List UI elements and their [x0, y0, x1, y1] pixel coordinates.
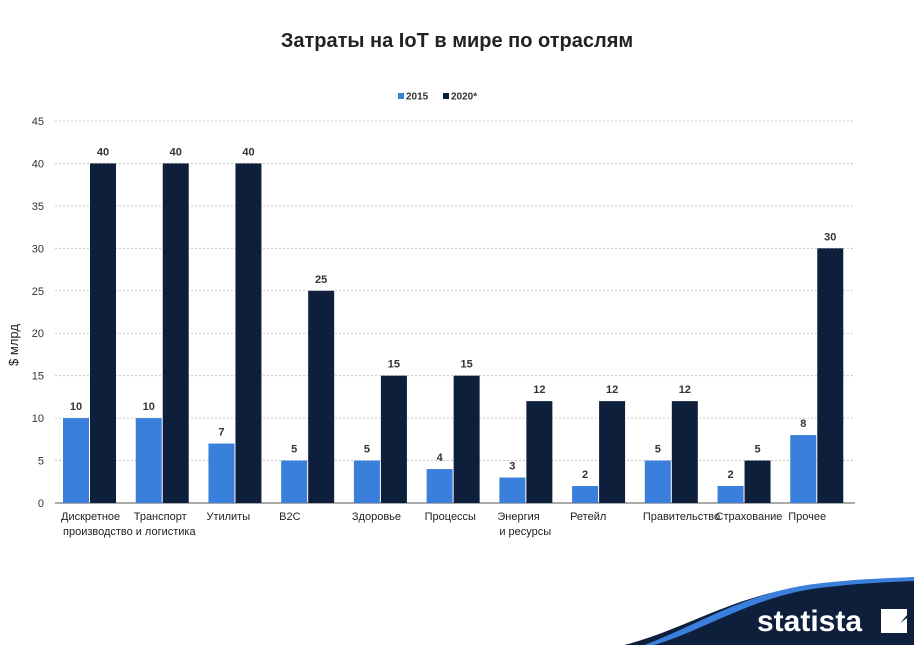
data-label: 3	[509, 461, 515, 473]
bar-2015-10	[790, 435, 817, 503]
x-category-label: и ресурсы	[499, 526, 551, 538]
data-label: 5	[364, 444, 370, 456]
data-label: 40	[242, 146, 254, 158]
data-label: 40	[97, 146, 109, 158]
x-category-label: Правительство	[643, 511, 720, 523]
y-tick-label: 25	[32, 286, 44, 298]
logo-wave-accent	[644, 577, 914, 645]
logo-text: statista	[757, 605, 862, 638]
data-label: 12	[533, 384, 545, 396]
y-axis: 0 5 10 15 20 25 30 35 40 45	[32, 116, 44, 510]
logo-mark-icon	[881, 609, 907, 633]
chart-title: Затраты на IoT в мире по отраслям	[280, 30, 634, 52]
bar-2015-2	[208, 443, 235, 503]
y-tick-label: 30	[32, 243, 44, 255]
bar-2020-5	[453, 375, 480, 503]
statista-logo: statista	[624, 575, 914, 650]
bar-2015-9	[717, 486, 744, 503]
bar-2020-0	[90, 163, 116, 503]
x-category-label: Ретейл	[570, 511, 606, 523]
bar-2015-0	[63, 418, 89, 503]
y-tick-label: 35	[32, 201, 44, 213]
bar-2020-1	[162, 163, 189, 503]
data-label: 40	[170, 146, 182, 158]
data-label: 10	[70, 401, 82, 413]
bar-2015-6	[499, 477, 526, 503]
data-label: 12	[679, 384, 691, 396]
data-label: 25	[315, 274, 327, 286]
data-label: 5	[291, 444, 297, 456]
x-category-label: B2C	[279, 511, 300, 523]
legend-label: 2020*	[451, 92, 477, 103]
data-label: 12	[606, 384, 618, 396]
x-category-label: Процессы	[425, 511, 476, 523]
data-label: 2	[582, 469, 588, 481]
bar-2020-10	[817, 248, 844, 503]
data-label: 4	[437, 452, 444, 464]
bar-2015-7	[572, 486, 599, 503]
data-label: 10	[143, 401, 155, 413]
bar-2020-4	[380, 375, 407, 503]
data-label: 15	[461, 359, 473, 371]
y-tick-label: 15	[32, 371, 44, 383]
y-tick-label: 45	[32, 116, 44, 128]
bar-2020-6	[526, 401, 553, 503]
y-tick-label: 10	[32, 413, 44, 425]
y-tick-label: 40	[32, 158, 44, 170]
x-category-label: Дискретное	[61, 511, 120, 523]
bar-2015-8	[644, 460, 671, 503]
x-category-label: Здоровье	[352, 511, 401, 523]
x-category-label: Прочее	[788, 511, 826, 523]
legend-swatch	[398, 93, 404, 99]
bar-2015-4	[353, 460, 380, 503]
bar-2020-7	[599, 401, 626, 503]
bars	[63, 163, 844, 503]
bar-2020-9	[744, 460, 771, 503]
bar-2015-5	[426, 469, 453, 503]
data-label: 30	[824, 231, 836, 243]
x-category-label: Транспорт	[134, 511, 187, 523]
x-category-label: производство	[63, 526, 133, 538]
bar-2015-3	[281, 460, 308, 503]
data-label: 2	[727, 469, 733, 481]
x-category-label: и логистика	[136, 526, 197, 538]
bar-2020-8	[671, 401, 698, 503]
bar-2020-3	[308, 290, 335, 503]
x-category-label: Утилиты	[206, 511, 250, 523]
y-axis-label: $ млрд	[6, 324, 21, 366]
bar-2020-2	[235, 163, 262, 503]
legend-label: 2015	[406, 92, 429, 103]
data-label: 8	[800, 418, 806, 430]
x-category-label: Страхование	[716, 511, 783, 523]
legend: 2015 2020*	[398, 92, 477, 103]
x-category-label: Энергия	[497, 511, 539, 523]
data-label: 5	[754, 444, 760, 456]
y-tick-label: 5	[38, 456, 44, 468]
y-tick-label: 20	[32, 328, 44, 340]
legend-swatch	[443, 93, 449, 99]
y-tick-label: 0	[38, 498, 44, 510]
bar-2015-1	[135, 418, 162, 503]
data-label: 15	[388, 359, 400, 371]
data-label: 7	[218, 427, 224, 439]
data-label: 5	[655, 444, 661, 456]
